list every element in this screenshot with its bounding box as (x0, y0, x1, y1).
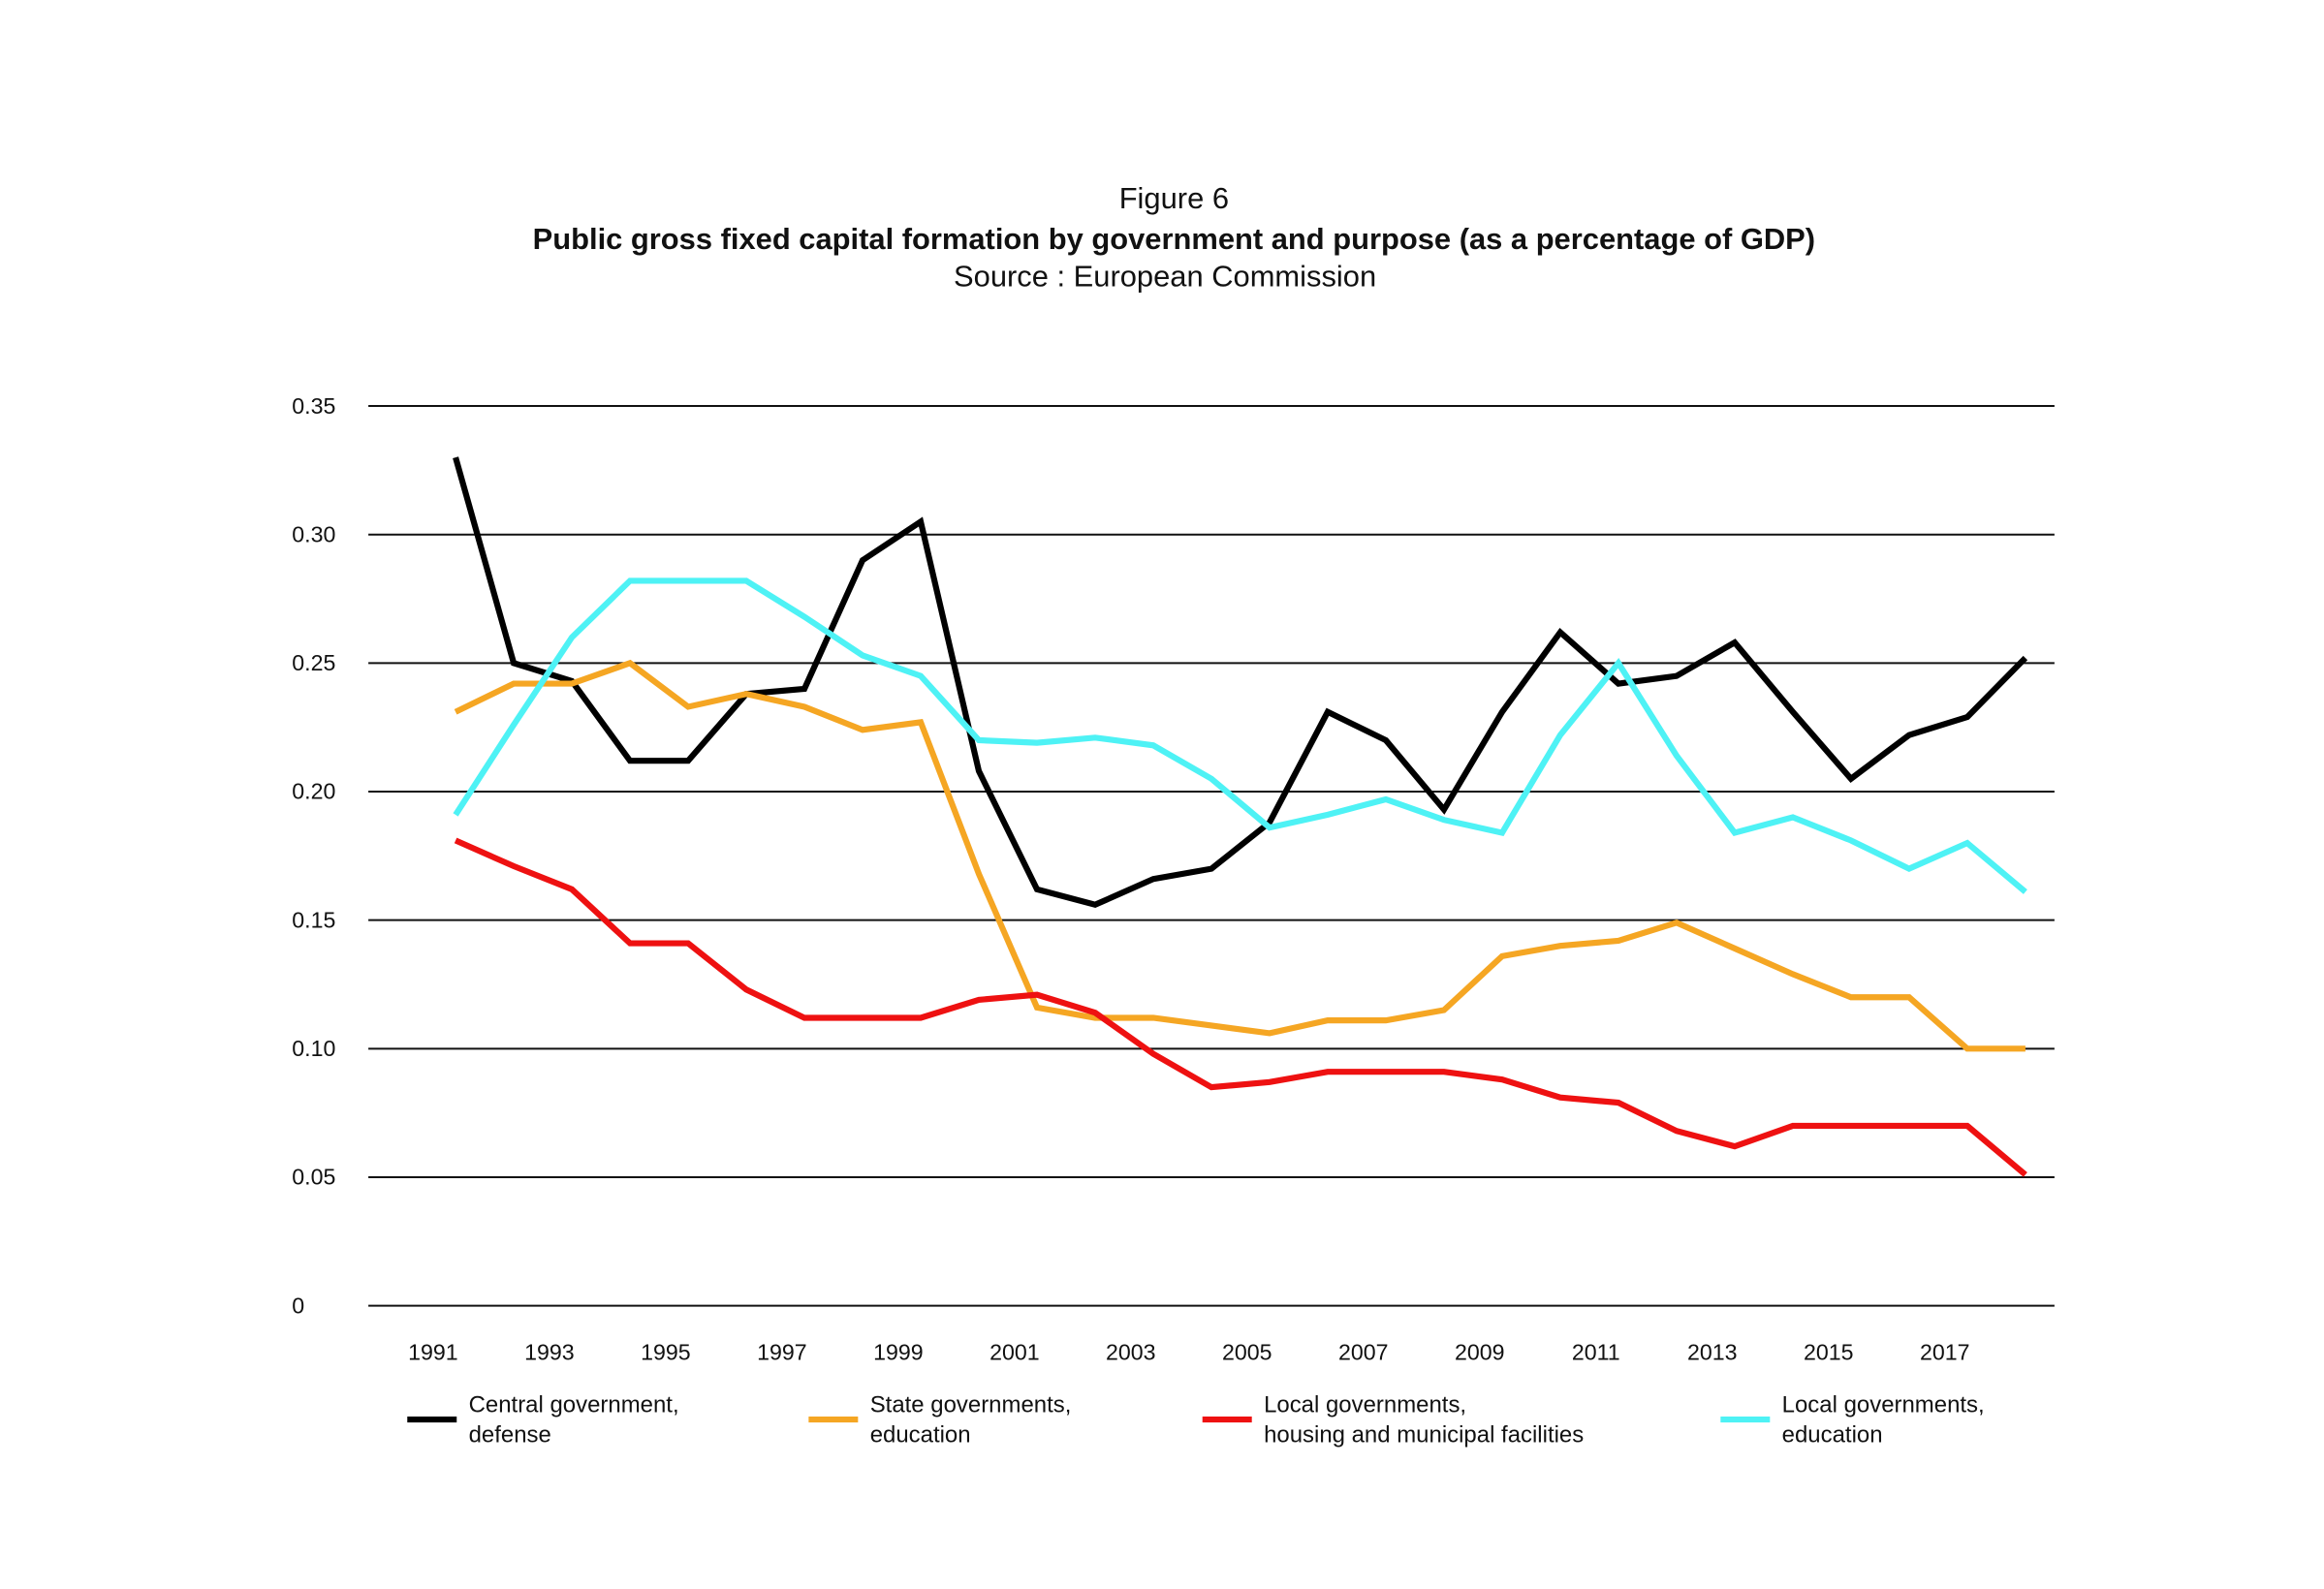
x-tick-label: 2017 (1920, 1339, 1970, 1364)
x-tick-label: 1995 (641, 1339, 691, 1364)
y-tick-label: 0.35 (292, 393, 335, 419)
y-tick-label: 0.10 (292, 1036, 335, 1061)
x-tick-label: 2007 (1338, 1339, 1389, 1364)
y-tick-label: 0.05 (292, 1165, 335, 1190)
chart-subtitle: Public gross fixed capital formation by … (533, 222, 1815, 256)
chart-source: Source : European Commission (954, 259, 1376, 293)
x-tick-label: 2001 (989, 1339, 1040, 1364)
legend-label: Local governments, housing and municipal… (1264, 1392, 1585, 1449)
legend-label: Local governments, education (1781, 1392, 1985, 1449)
x-tick-label: 2013 (1687, 1339, 1738, 1364)
x-tick-label: 1993 (524, 1339, 575, 1364)
x-tick-label: 1999 (873, 1339, 924, 1364)
y-tick-label: 0.20 (292, 779, 335, 804)
series-line (453, 577, 2027, 894)
legend-entry: State governments, education (869, 1392, 1072, 1449)
x-tick-label: 2011 (1572, 1339, 1620, 1364)
series-line (454, 659, 2026, 1052)
x-tick-label: 2009 (1455, 1339, 1505, 1364)
y-tick-label: 0.30 (292, 521, 335, 546)
chart-title: Figure 6 (1119, 181, 1229, 215)
x-tick-label: 2005 (1222, 1339, 1272, 1364)
legend-label: State governments, education (869, 1392, 1072, 1449)
x-tick-label: 1997 (757, 1339, 807, 1364)
x-tick-label: 2015 (1804, 1339, 1854, 1364)
x-tick-label: 1991 (408, 1339, 458, 1364)
legend-entry: Local governments, housing and municipal… (1264, 1392, 1585, 1449)
series-line (454, 837, 2027, 1177)
y-tick-label: 0.15 (292, 907, 335, 932)
y-tick-label: 0.25 (292, 650, 335, 675)
x-tick-label: 2003 (1106, 1339, 1156, 1364)
y-tick-label: 0 (292, 1293, 304, 1318)
legend-entry: Central government, defense (468, 1392, 679, 1449)
legend-label: Central government, defense (468, 1392, 679, 1449)
legend-entry: Local governments, education (1781, 1392, 1985, 1449)
series-line (453, 456, 2028, 909)
